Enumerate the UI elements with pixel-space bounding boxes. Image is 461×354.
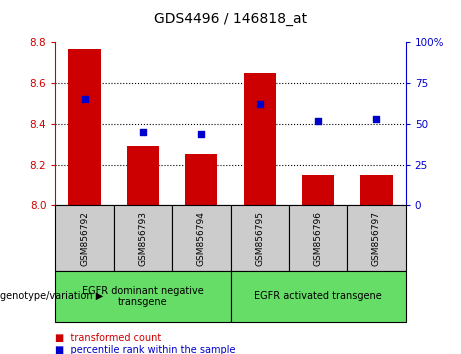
Point [314,118,322,124]
Bar [243,73,276,205]
Bar [114,205,172,271]
Point [198,131,205,137]
Bar [230,271,406,322]
Bar [55,271,230,322]
Text: ■  transformed count: ■ transformed count [55,333,161,343]
Bar [127,146,159,205]
Text: GSM856794: GSM856794 [197,211,206,266]
Bar [185,154,218,205]
Text: GSM856792: GSM856792 [80,211,89,266]
Point [373,116,380,122]
Point [139,129,147,135]
Point [81,97,88,102]
Bar [230,205,289,271]
Text: ■  percentile rank within the sample: ■ percentile rank within the sample [55,346,236,354]
Bar [289,205,347,271]
Bar [361,175,393,205]
Point [256,102,263,107]
Text: genotype/variation ▶: genotype/variation ▶ [0,291,103,302]
Bar [69,48,100,205]
Bar [347,205,406,271]
Bar [302,175,334,205]
Text: GDS4496 / 146818_at: GDS4496 / 146818_at [154,12,307,27]
Text: EGFR dominant negative
transgene: EGFR dominant negative transgene [82,286,204,307]
Text: GSM856793: GSM856793 [138,211,148,266]
Text: GSM856797: GSM856797 [372,211,381,266]
Text: EGFR activated transgene: EGFR activated transgene [254,291,382,302]
Bar [55,205,114,271]
Text: GSM856796: GSM856796 [313,211,323,266]
Text: GSM856795: GSM856795 [255,211,264,266]
Bar [172,205,230,271]
